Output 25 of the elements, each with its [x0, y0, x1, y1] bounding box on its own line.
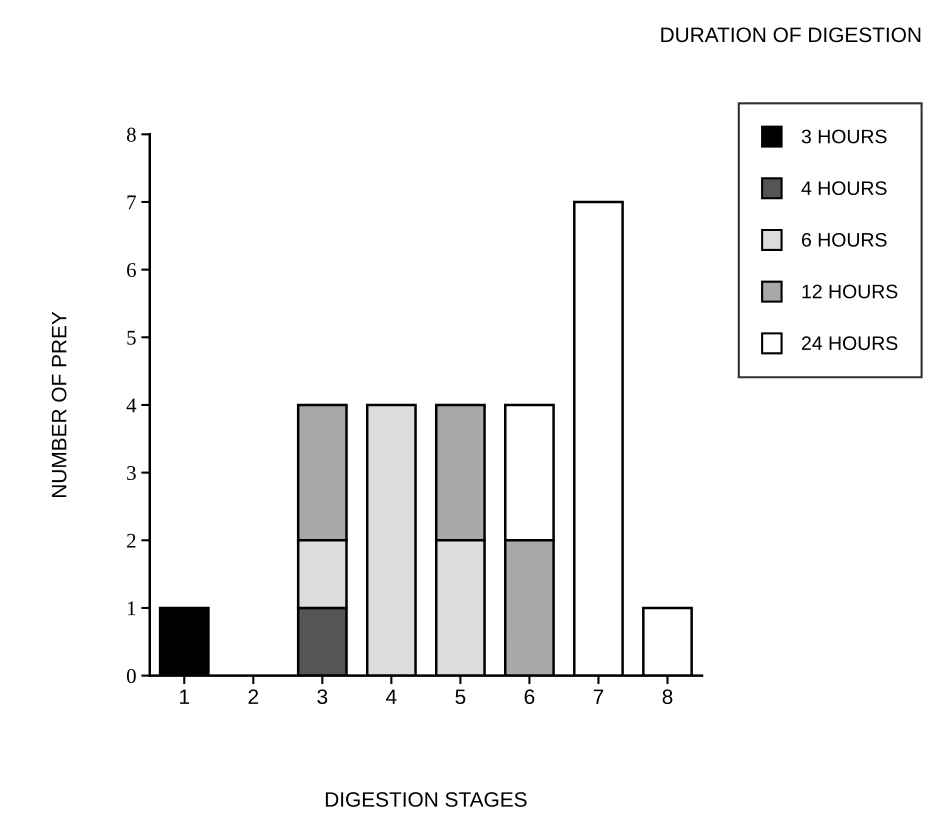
x-tick-label: 2: [248, 689, 258, 704]
legend-label: 4 HOURS: [801, 181, 887, 196]
x-axis-title: DIGESTION STAGES: [326, 792, 527, 807]
x-tick-label: 5: [455, 690, 466, 704]
x-tick-label: 3: [317, 689, 328, 704]
x-tick-label: 7: [594, 690, 604, 704]
y-tick-label: 1: [128, 601, 136, 616]
y-tick-label: 6: [127, 263, 136, 278]
legend-label: 24 HOURS: [802, 336, 898, 350]
y-tick-label: 4: [126, 398, 136, 412]
y-tick-label: 2: [127, 534, 136, 548]
x-tick-label: 6: [524, 689, 534, 704]
x-tick-label: 1: [180, 690, 190, 704]
y-tick-label: 7: [128, 196, 136, 210]
y-tick-label: 5: [127, 330, 136, 345]
y-tick-label: 8: [126, 128, 136, 142]
legend-label: 3 HOURS: [802, 130, 887, 144]
x-tick-label: 8: [662, 689, 672, 704]
y-tick-label: 3: [127, 466, 136, 480]
legend-label: 6 HOURS: [802, 232, 887, 247]
y-axis-title: NUMBER OF PREY: [52, 312, 66, 498]
legend-label: 12 HOURS: [802, 284, 898, 298]
legend-title: DURATION OF DIGESTION: [661, 27, 920, 42]
x-tick-label: 4: [386, 690, 397, 704]
y-tick-label: 0: [126, 668, 136, 684]
